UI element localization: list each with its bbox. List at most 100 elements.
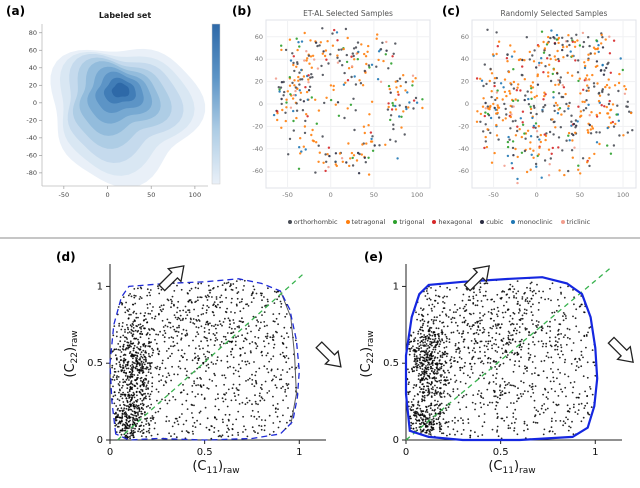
plot-c-title: Randomly Selected Samples — [501, 9, 608, 18]
svg-text:0: 0 — [33, 99, 37, 107]
legend-label: monoclinic — [517, 218, 553, 226]
svg-text:0.5: 0.5 — [87, 358, 103, 369]
convex-hull-outline — [404, 276, 599, 442]
svg-text:100: 100 — [189, 191, 201, 199]
svg-text:20: 20 — [255, 78, 263, 86]
svg-text:60: 60 — [461, 33, 469, 41]
svg-text:50: 50 — [370, 191, 378, 199]
svg-text:100: 100 — [411, 191, 423, 199]
svg-text:-40: -40 — [26, 134, 37, 142]
panel-label-b: (b) — [232, 4, 252, 18]
svg-text:0.5: 0.5 — [197, 447, 213, 458]
diagonal-reference-line — [117, 273, 304, 441]
plot-a-title: Labeled set — [99, 11, 152, 20]
legend-item-hexagonal: hexagonal — [432, 218, 472, 226]
svg-text:0: 0 — [259, 100, 263, 108]
svg-text:20: 20 — [29, 81, 37, 89]
plot-hull-solid: 0 0.5 1 0 0.5 1 (C11)raw (C22)raw — [359, 264, 634, 476]
legend-marker-icon — [560, 220, 565, 224]
convex-hull-outline — [109, 278, 300, 441]
svg-text:0: 0 — [465, 100, 469, 108]
svg-text:1: 1 — [393, 281, 399, 292]
svg-text:-60: -60 — [252, 167, 263, 175]
legend-item-orthorhombic: orthorhombic — [287, 218, 338, 226]
legend-marker-icon — [511, 220, 516, 224]
svg-text:0: 0 — [107, 447, 113, 458]
kde-level-8 — [111, 82, 130, 98]
svg-text:-20: -20 — [458, 122, 469, 130]
svg-text:50: 50 — [147, 191, 155, 199]
svg-text:0: 0 — [329, 191, 333, 199]
plot-labeled-set-kde: -80 -60 -40 -20 0 20 40 60 80 -50 0 50 100 Labeled s… — [26, 11, 221, 199]
hull-plot-layer: 0 0.5 1 0 0.5 1 (C11)raw (C22)raw — [359, 264, 634, 476]
svg-text:0: 0 — [535, 191, 539, 199]
legend-item-triclinic: triclinic — [560, 218, 591, 226]
panel-label-a: (a) — [6, 4, 26, 18]
svg-text:1: 1 — [97, 281, 103, 292]
legend-label: trigonal — [399, 218, 425, 226]
scatter-layer: -60 -40 -20 0 20 40 60 -50 0 50 100 — [458, 19, 637, 199]
expansion-arrow-icon — [463, 265, 491, 292]
y-axis-label: (C22)raw — [359, 330, 376, 377]
svg-text:-60: -60 — [26, 151, 37, 159]
svg-text:0: 0 — [403, 447, 409, 458]
scatter-points — [475, 28, 634, 185]
legend-marker-icon — [480, 220, 485, 224]
x-axis-label: (C11)raw — [488, 459, 535, 476]
svg-text:0: 0 — [393, 435, 399, 446]
x-axis-label: (C11)raw — [192, 459, 239, 476]
legend-label: orthorhombic — [293, 218, 338, 226]
hull-plot-layer: 0 0.5 1 0 0.5 1 (C11)raw (C22)raw — [63, 264, 342, 476]
svg-text:80: 80 — [29, 29, 37, 37]
legend-item-monoclinic: monoclinic — [511, 218, 553, 226]
svg-text:1: 1 — [592, 447, 598, 458]
panel-label-d: (d) — [56, 250, 76, 264]
kde-contour-layers: -80 -60 -40 -20 0 20 40 60 80 -50 0 50 100 — [26, 23, 221, 199]
y-axis-label: (C22)raw — [63, 330, 80, 377]
svg-text:100: 100 — [617, 191, 629, 199]
svg-text:40: 40 — [461, 55, 469, 63]
plot-random-selected: -60 -40 -20 0 20 40 60 -50 0 50 100 Randomly Selec… — [458, 9, 637, 199]
svg-text:-20: -20 — [252, 122, 263, 130]
density-colorbar — [211, 23, 221, 185]
svg-text:-60: -60 — [458, 167, 469, 175]
svg-text:-80: -80 — [26, 169, 37, 177]
panel-label-c: (c) — [442, 4, 461, 18]
svg-text:-20: -20 — [26, 116, 37, 124]
panel-label-e: (e) — [364, 250, 384, 264]
svg-text:0.5: 0.5 — [383, 358, 399, 369]
svg-text:-50: -50 — [488, 191, 499, 199]
section-divider — [0, 237, 640, 239]
scatter-points — [110, 278, 300, 440]
plot-etal-selected: -60 -40 -20 0 20 40 60 -50 0 50 100 ET-AL Selected… — [252, 9, 431, 199]
svg-text:0: 0 — [105, 191, 109, 199]
scatter-points — [272, 27, 424, 176]
svg-text:-50: -50 — [59, 191, 70, 199]
legend-marker-icon — [432, 220, 437, 224]
svg-text:1: 1 — [296, 447, 302, 458]
legend-marker-icon — [345, 220, 350, 224]
legend-marker-icon — [393, 220, 398, 224]
crystal-system-legend: orthorhombic tetragonal trigonal hexagonal c… — [238, 218, 640, 226]
legend-item-tetragonal: tetragonal — [345, 218, 385, 226]
scatter-layer: -60 -40 -20 0 20 40 60 -50 0 50 100 — [252, 19, 431, 199]
svg-text:-50: -50 — [282, 191, 293, 199]
legend-label: cubic — [486, 218, 504, 226]
svg-text:50: 50 — [576, 191, 584, 199]
svg-text:-40: -40 — [252, 145, 263, 153]
svg-text:60: 60 — [29, 46, 37, 54]
expansion-arrow-icon — [315, 341, 342, 368]
scatter-points — [406, 277, 597, 441]
kde-levels — [50, 48, 206, 186]
expansion-arrow-icon — [607, 336, 634, 364]
legend-label: hexagonal — [438, 218, 473, 226]
svg-text:40: 40 — [255, 55, 263, 63]
legend-label: triclinic — [566, 218, 591, 226]
legend-item-cubic: cubic — [480, 218, 503, 226]
previous-hull-line — [279, 290, 297, 425]
svg-text:60: 60 — [255, 33, 263, 41]
svg-text:-40: -40 — [458, 145, 469, 153]
svg-text:0.5: 0.5 — [493, 447, 509, 458]
plot-b-title: ET-AL Selected Samples — [303, 9, 393, 18]
